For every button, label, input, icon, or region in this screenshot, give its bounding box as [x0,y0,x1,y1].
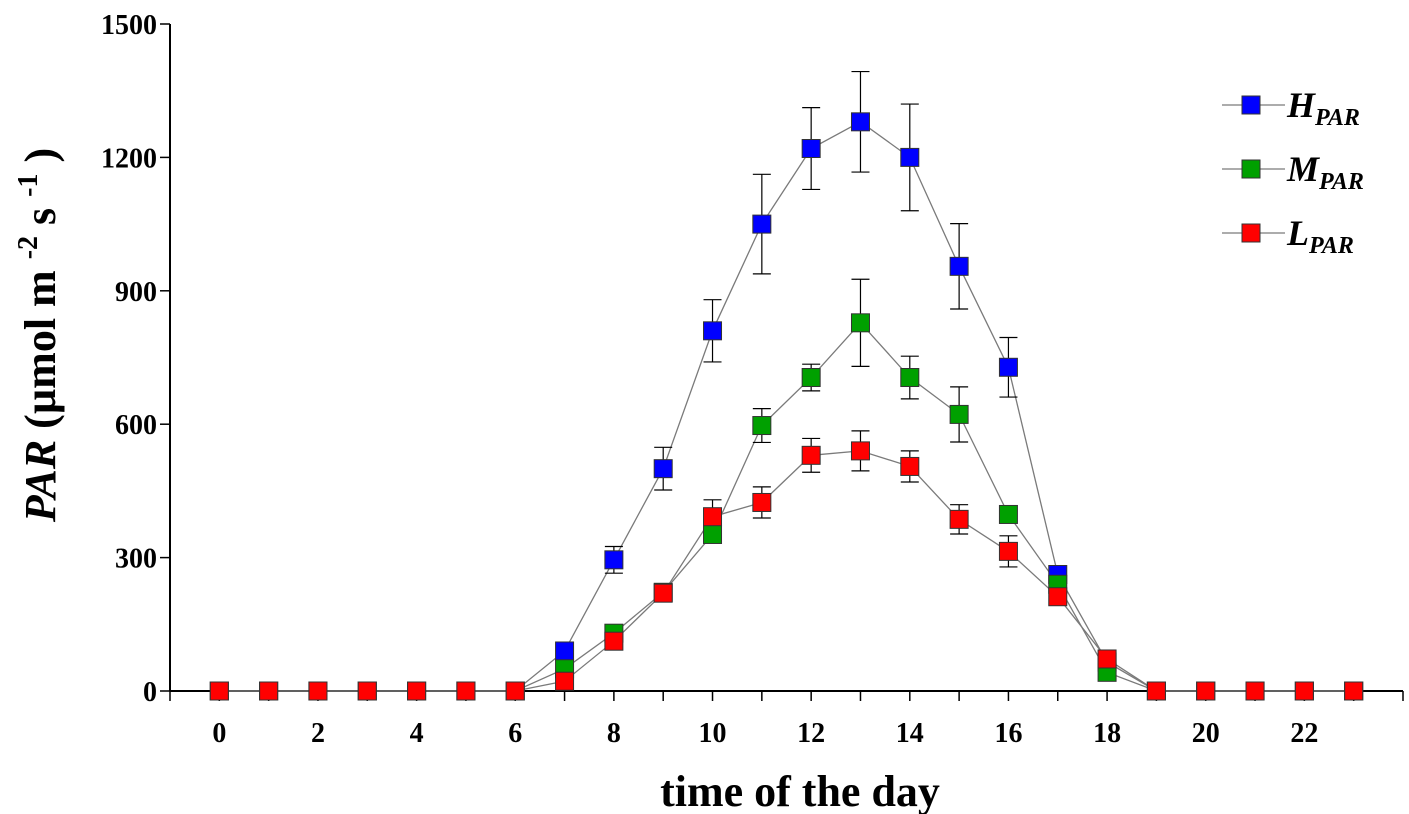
data-point-h [850,112,870,132]
data-point-l [850,441,870,461]
data-markers [209,112,1364,701]
x-tick-label: 4 [410,718,424,749]
data-point-l [1146,681,1166,701]
legend-subscript: PAR [1318,169,1364,195]
legend-name: M [1286,149,1321,189]
data-point-l [209,681,229,701]
data-point-l [555,671,575,691]
legend-label-h: HPAR [1286,85,1360,131]
x-tick-label: 10 [699,718,727,749]
legend-marker-m [1241,159,1261,179]
data-point-l [1097,649,1117,669]
x-tick-label: 20 [1192,718,1220,749]
data-point-l [703,507,723,527]
data-point-l [604,631,624,651]
y-tick-label: 600 [115,410,157,441]
y-tick-label: 300 [115,544,157,575]
legend-name: H [1286,85,1316,125]
x-tick-label: 0 [212,718,226,749]
x-axis-ticks: 0 2 4 6 8 10 12 14 16 18 20 22 [169,691,1404,749]
x-axis-title: time of the day [660,767,940,814]
error-bars [604,70,1018,574]
legend-name: L [1286,213,1309,253]
data-point-h [604,550,624,570]
data-point-l [308,681,328,701]
x-tick-label: 6 [508,718,522,749]
data-point-h [949,256,969,276]
data-point-h [555,641,575,661]
y-axis-title-exp1: -2 [13,236,44,259]
x-tick-label: 18 [1093,718,1121,749]
data-point-l [653,583,673,603]
data-point-l [801,445,821,465]
data-point-m [752,416,772,436]
data-point-l [1294,681,1314,701]
data-point-l [949,509,969,529]
legend-subscript: PAR [1314,105,1360,131]
y-axis-ticks: 0 300 600 900 1200 1500 [101,10,170,708]
data-point-l [1245,681,1265,701]
data-point-l [357,681,377,701]
y-axis-title-unit-a: (µmol m [16,270,65,429]
axes [169,24,1403,692]
data-point-h [900,147,920,167]
series-line-h [219,121,1354,692]
data-point-h [752,214,772,234]
y-tick-label: 1500 [101,10,157,41]
data-point-l [998,541,1018,561]
data-point-h [998,357,1018,377]
data-point-h [703,321,723,341]
y-axis-title-var: PAR [16,440,65,523]
x-tick-label: 14 [896,718,924,749]
y-tick-label: 900 [115,277,157,308]
data-point-l [1344,681,1364,701]
data-point-m [703,524,723,544]
y-axis-title-exp2: -1 [13,174,44,197]
y-tick-label: 1200 [101,143,157,174]
data-point-l [259,681,279,701]
x-tick-label: 16 [994,718,1022,749]
data-point-l [505,681,525,701]
data-point-m [949,404,969,424]
data-point-m [900,368,920,388]
data-point-l [900,456,920,476]
x-tick-label: 22 [1290,718,1318,749]
legend-marker-l [1241,223,1261,243]
data-point-l [407,681,427,701]
data-point-l [1048,587,1068,607]
x-tick-label: 2 [311,718,325,749]
legend-label-m: MPAR [1286,149,1364,195]
y-axis-title-unit-b: s [16,208,65,225]
data-point-h [653,459,673,479]
data-point-l [752,492,772,512]
y-axis-title-unit-c: ) [16,148,65,163]
legend-label-l: LPAR [1286,213,1354,259]
series-line-l [219,450,1354,692]
data-point-m [998,504,1018,524]
data-point-m [850,313,870,333]
y-tick-label: 0 [143,677,157,708]
legend-subscript: PAR [1308,233,1354,259]
data-point-m [801,368,821,388]
data-point-l [456,681,476,701]
data-point-l [1196,681,1216,701]
y-axis-title: PAR (µmol m -2 s -1 ) [0,148,65,523]
x-tick-label: 8 [607,718,621,749]
series-lines [219,121,1354,692]
legend-marker-h [1241,95,1261,115]
data-point-h [801,139,821,159]
series-line-m [219,321,1354,692]
x-tick-label: 12 [797,718,825,749]
